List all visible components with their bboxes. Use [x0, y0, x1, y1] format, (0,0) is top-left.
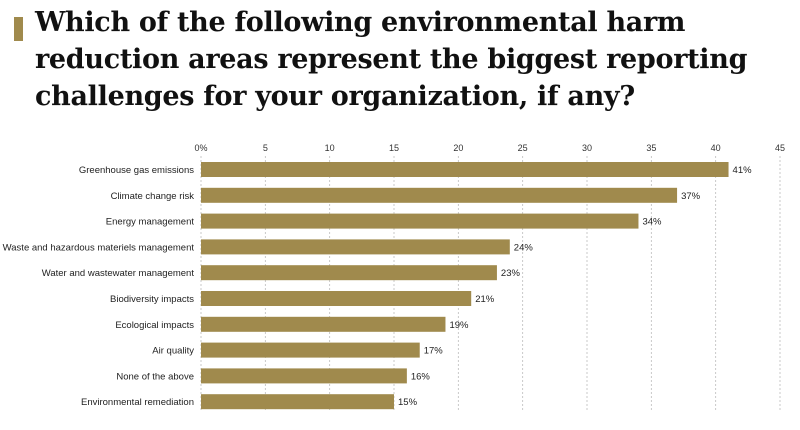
bars [201, 162, 729, 410]
value-label: 17% [424, 346, 444, 357]
bar [201, 213, 639, 229]
category-label: Waste and hazardous materiels management [3, 242, 195, 253]
bar [201, 265, 497, 281]
value-labels: 41% 37% 34% 24% 23% 21% 19% 17% 16% 15% [398, 165, 752, 408]
x-tick-label: 10 [325, 143, 335, 153]
category-label: Biodiversity impacts [110, 294, 194, 305]
value-label: 19% [449, 320, 469, 331]
bar [201, 187, 678, 203]
x-tick-label: 45 [775, 143, 785, 153]
bar [201, 368, 407, 384]
title-marker-bar [14, 17, 23, 41]
bar [201, 342, 420, 358]
x-tick-label: 25 [518, 143, 528, 153]
value-label: 21% [475, 294, 495, 305]
bar [201, 394, 394, 410]
category-label: Energy management [106, 217, 195, 228]
category-label: Air quality [152, 346, 194, 357]
category-label: None of the above [116, 371, 194, 382]
value-label: 24% [514, 242, 534, 253]
x-tick-label: 20 [453, 143, 463, 153]
value-label: 23% [501, 268, 521, 279]
value-label: 37% [681, 191, 701, 202]
chart-title-block: Which of the following environmental har… [10, 4, 790, 115]
value-label: 15% [398, 397, 418, 408]
x-tick-label: 15 [389, 143, 399, 153]
x-tick-label: 30 [582, 143, 592, 153]
category-label: Greenhouse gas emissions [79, 165, 194, 176]
x-axis-ticks: 0% 5 10 15 20 25 30 35 40 45 [194, 143, 785, 153]
category-label: Water and wastewater management [42, 268, 195, 279]
x-tick-label: 40 [711, 143, 721, 153]
category-label: Climate change risk [111, 191, 195, 202]
x-tick-label: 35 [646, 143, 656, 153]
bar [201, 162, 729, 177]
bar [201, 291, 472, 306]
category-label: Environmental remediation [81, 397, 194, 408]
category-labels: Greenhouse gas emissions Climate change r… [3, 165, 195, 408]
chart-title: Which of the following environmental har… [35, 7, 748, 112]
x-tick-label: 0% [194, 143, 207, 153]
value-label: 16% [411, 371, 431, 382]
value-label: 41% [733, 165, 753, 176]
category-label: Ecological impacts [115, 320, 194, 331]
bar [201, 316, 446, 332]
bar [201, 239, 510, 255]
x-tick-label: 5 [263, 143, 268, 153]
value-label: 34% [642, 217, 662, 228]
